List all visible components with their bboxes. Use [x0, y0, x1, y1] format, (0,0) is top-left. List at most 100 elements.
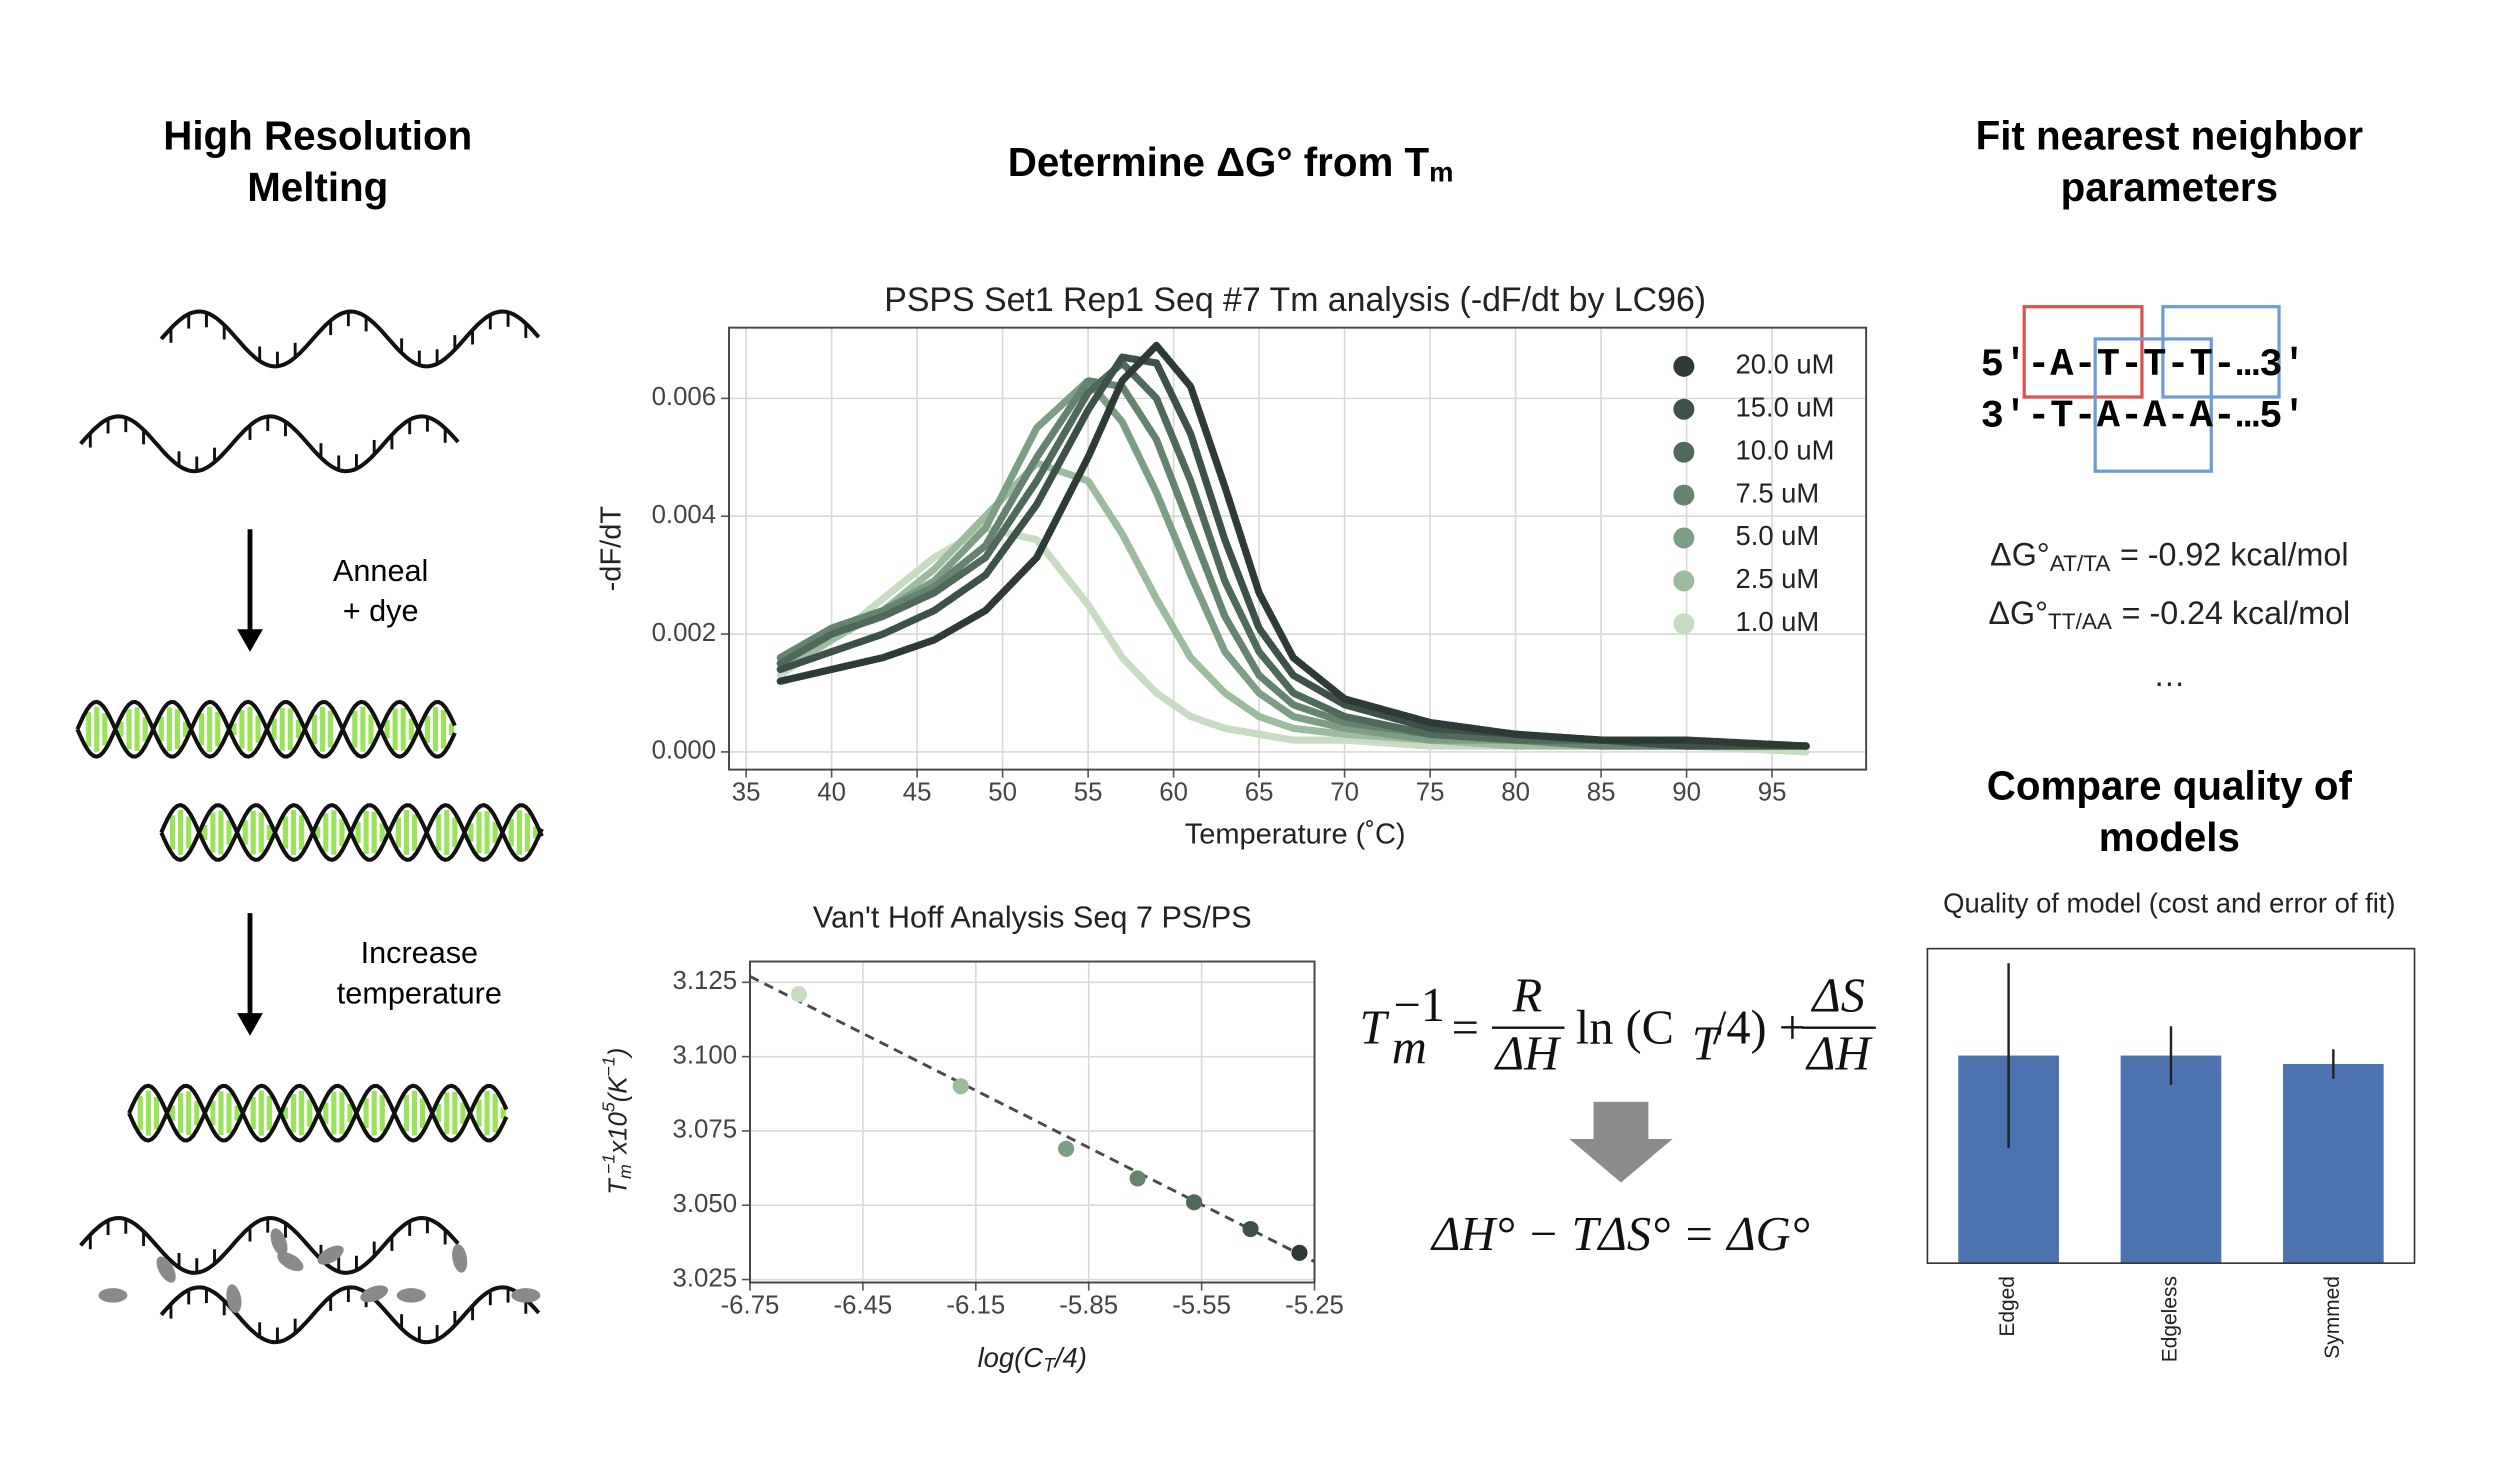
x-tick-label: -6.15	[946, 1292, 1005, 1320]
legend-label: 15.0 uM	[1735, 392, 1834, 423]
window-box	[2022, 305, 2144, 399]
dye-pair	[311, 714, 318, 745]
dye-pair	[440, 710, 447, 749]
chart-title: Quality of model (cost and error of fit)	[1943, 887, 2395, 918]
label-sub: T	[1043, 1354, 1056, 1376]
dye-pair	[384, 720, 390, 739]
panel-title: Melting	[247, 164, 388, 210]
dye-pair	[207, 706, 213, 752]
dye-pair	[508, 818, 514, 847]
sequence: 3′-T-A-A-A-…5′	[1981, 395, 2306, 439]
dye-pair	[476, 1099, 482, 1127]
dye-pair	[452, 817, 458, 848]
dye-pair	[371, 1090, 377, 1136]
value: = -0.24 kcal/mol	[2122, 594, 2351, 630]
eq-part: ΔS	[1810, 969, 1865, 1022]
dye-pair	[331, 1091, 337, 1135]
x-tick-label: -5.85	[1059, 1292, 1118, 1320]
x-tick-label: 70	[1330, 779, 1359, 807]
legend-marker	[1673, 484, 1695, 506]
title-sub: m	[1429, 157, 1453, 188]
dye-pair	[266, 1095, 272, 1131]
x-tick-label: 60	[1159, 779, 1188, 807]
dye-pair	[137, 1095, 143, 1131]
dye-pair	[323, 813, 329, 852]
eq-part: T	[1360, 1002, 1390, 1055]
dye-pair	[239, 710, 245, 749]
dye-pair	[242, 820, 248, 845]
dye-pair	[484, 1090, 490, 1136]
y-tick-label: 0.004	[652, 501, 717, 529]
scatter-point	[1242, 1220, 1259, 1238]
dye-pair	[226, 1093, 232, 1134]
dye-pair	[194, 1100, 200, 1126]
dye-pair	[352, 711, 358, 748]
parameter: ΔG°TT/AA = -0.24 kcal/mol	[1988, 594, 2350, 634]
dye-pair	[166, 707, 172, 752]
dye-pair	[360, 706, 366, 752]
dye-pair	[158, 717, 164, 742]
x-tick-label: -5.25	[1285, 1292, 1344, 1320]
x-tick-label: 65	[1245, 779, 1274, 807]
panel-title: Fit nearest neighbor	[1976, 113, 2364, 159]
dye-pair	[170, 1105, 176, 1121]
panel-title: models	[2099, 814, 2240, 860]
dye-pair	[279, 707, 285, 751]
dye-pair	[102, 713, 108, 746]
y-tick-label: 3.075	[673, 1116, 738, 1144]
dye-pair	[436, 814, 442, 851]
plot-frame	[749, 960, 1316, 1284]
x-tick-label: Edgeless	[2158, 1276, 2181, 1362]
dye-pair	[142, 717, 148, 742]
sequence: 5′-A-T-T-T-…3′	[1981, 343, 2306, 387]
dye-pair	[444, 810, 450, 855]
dye-pair	[210, 1100, 216, 1126]
eq-part: −1	[1394, 979, 1445, 1032]
dye-pair	[411, 814, 418, 851]
dye-pair	[328, 711, 334, 748]
dye-pair	[403, 1094, 410, 1132]
strand	[159, 309, 541, 369]
x-tick-label: 55	[1074, 779, 1103, 807]
dye-pair	[258, 812, 264, 853]
dye-pair	[134, 707, 140, 752]
dye-pair	[218, 810, 224, 855]
y-tick-label: 3.050	[673, 1190, 738, 1218]
dye-pair	[452, 1091, 458, 1135]
label-part: log(C	[978, 1342, 1044, 1373]
dye-pair	[282, 1107, 289, 1120]
dye-pair	[339, 818, 345, 847]
x-tick-label: 35	[732, 779, 761, 807]
plot-frame	[728, 326, 1868, 771]
dye-pair	[226, 820, 232, 845]
x-tick-label: 95	[1758, 779, 1787, 807]
x-tick-label: 90	[1672, 779, 1701, 807]
dye-pair	[250, 810, 256, 855]
value: = -0.92 kcal/mol	[2120, 536, 2349, 572]
step-label: + dye	[343, 594, 419, 628]
dye-pair	[266, 824, 272, 841]
x-tick-label: 50	[988, 779, 1017, 807]
bar	[2283, 1063, 2384, 1264]
dye	[511, 1288, 541, 1303]
y-tick-label: 3.125	[673, 967, 738, 995]
y-tick-label: 0.006	[652, 383, 717, 411]
step-label: temperature	[337, 976, 502, 1010]
x-axis-label: log(CT/4)	[978, 1342, 1087, 1376]
strand	[79, 1215, 460, 1275]
eq-part: m	[1392, 1021, 1427, 1074]
dye-pair	[524, 813, 530, 852]
dye-pair	[371, 811, 377, 854]
dye-pair	[436, 1104, 442, 1123]
dye-pair	[153, 1097, 160, 1130]
x-tick-label: -6.45	[833, 1292, 892, 1320]
step-label: Anneal	[333, 554, 428, 588]
scatter-point	[1291, 1244, 1308, 1261]
legend-marker	[1673, 527, 1695, 549]
down-arrow	[1569, 1101, 1673, 1183]
dna-illustration	[75, 309, 544, 1345]
dye-pair	[145, 1090, 151, 1136]
label-part: /4)	[1053, 1342, 1087, 1373]
dye-pair	[363, 1098, 369, 1129]
dye-pair	[231, 723, 237, 736]
